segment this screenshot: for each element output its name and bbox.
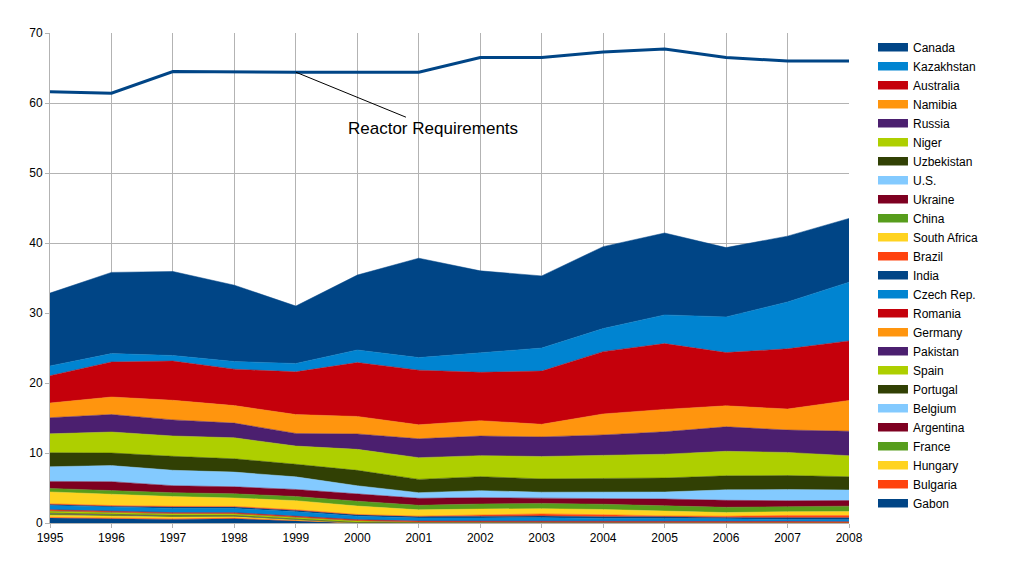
svg-text:Belgium: Belgium bbox=[913, 402, 956, 416]
svg-text:2007: 2007 bbox=[774, 531, 801, 545]
svg-text:1999: 1999 bbox=[282, 531, 309, 545]
svg-text:Gabon: Gabon bbox=[913, 497, 949, 511]
svg-text:Brazil: Brazil bbox=[913, 250, 943, 264]
svg-text:Romania: Romania bbox=[913, 307, 961, 321]
svg-text:2003: 2003 bbox=[528, 531, 555, 545]
svg-text:Ukraine: Ukraine bbox=[913, 193, 955, 207]
svg-text:30: 30 bbox=[29, 306, 43, 320]
svg-text:40: 40 bbox=[29, 236, 43, 250]
svg-text:60: 60 bbox=[29, 96, 43, 110]
svg-text:2004: 2004 bbox=[590, 531, 617, 545]
svg-text:2002: 2002 bbox=[467, 531, 494, 545]
svg-text:20: 20 bbox=[29, 376, 43, 390]
svg-text:0: 0 bbox=[36, 516, 43, 530]
svg-text:France: France bbox=[913, 440, 951, 454]
svg-text:Portugal: Portugal bbox=[913, 383, 958, 397]
svg-text:U.S.: U.S. bbox=[913, 174, 936, 188]
svg-text:2006: 2006 bbox=[713, 531, 740, 545]
svg-text:Niger: Niger bbox=[913, 136, 942, 150]
svg-text:1998: 1998 bbox=[221, 531, 248, 545]
svg-text:Reactor Requirements: Reactor Requirements bbox=[348, 119, 518, 138]
svg-text:Namibia: Namibia bbox=[913, 98, 957, 112]
svg-text:China: China bbox=[913, 212, 945, 226]
svg-text:Australia: Australia bbox=[913, 79, 960, 93]
svg-text:Canada: Canada bbox=[913, 41, 955, 55]
svg-text:70: 70 bbox=[29, 26, 43, 40]
svg-text:2008: 2008 bbox=[836, 531, 863, 545]
svg-text:South Africa: South Africa bbox=[913, 231, 978, 245]
svg-text:India: India bbox=[913, 269, 939, 283]
svg-text:Kazakhstan: Kazakhstan bbox=[913, 60, 976, 74]
svg-text:10: 10 bbox=[29, 446, 43, 460]
svg-text:1997: 1997 bbox=[160, 531, 187, 545]
svg-text:1996: 1996 bbox=[98, 531, 125, 545]
svg-text:Argentina: Argentina bbox=[913, 421, 965, 435]
svg-text:1995: 1995 bbox=[37, 531, 64, 545]
svg-text:Bulgaria: Bulgaria bbox=[913, 478, 957, 492]
svg-text:Spain: Spain bbox=[913, 364, 944, 378]
svg-text:2000: 2000 bbox=[344, 531, 371, 545]
svg-text:2005: 2005 bbox=[651, 531, 678, 545]
svg-text:Russia: Russia bbox=[913, 117, 950, 131]
svg-text:Hungary: Hungary bbox=[913, 459, 958, 473]
svg-text:Czech Rep.: Czech Rep. bbox=[913, 288, 976, 302]
svg-text:50: 50 bbox=[29, 166, 43, 180]
svg-text:2001: 2001 bbox=[405, 531, 432, 545]
svg-text:Germany: Germany bbox=[913, 326, 962, 340]
svg-text:Uzbekistan: Uzbekistan bbox=[913, 155, 972, 169]
svg-text:Pakistan: Pakistan bbox=[913, 345, 959, 359]
